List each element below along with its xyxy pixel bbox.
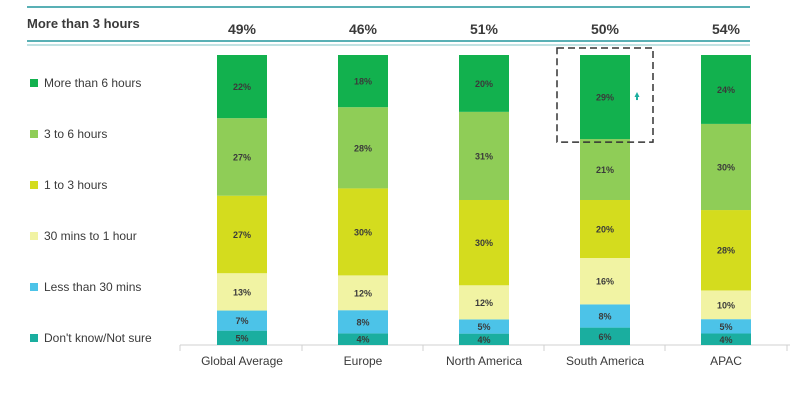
legend-label: Don't know/Not sure [44, 331, 152, 345]
data-label: 4% [719, 335, 732, 345]
data-label: 28% [354, 143, 372, 153]
data-label: 10% [717, 300, 735, 310]
legend-label: More than 6 hours [44, 76, 142, 90]
bar-segment [701, 290, 751, 320]
legend-item: Don't know/Not sure [30, 331, 152, 345]
bar-segment [459, 285, 509, 320]
data-label: 6% [598, 332, 611, 342]
bar-segment [459, 333, 509, 345]
legend-item: 1 to 3 hours [30, 178, 107, 192]
summary-value: 51% [470, 21, 499, 37]
legend-swatch [30, 181, 38, 189]
x-tick-label: North America [446, 354, 522, 368]
bar-segment [580, 327, 630, 345]
bar-segment [459, 55, 509, 112]
data-label: 21% [596, 165, 614, 175]
bar-segment [338, 188, 388, 276]
summary-row-label: More than 3 hours [27, 16, 140, 31]
bar-segment [701, 55, 751, 124]
data-label: 8% [356, 317, 369, 327]
bar-segment [459, 200, 509, 286]
summary-value: 50% [591, 21, 620, 37]
bar-segment [701, 123, 751, 211]
bar-segment [459, 319, 509, 334]
bar-segment [701, 210, 751, 291]
x-tick-label: Europe [344, 354, 383, 368]
summary-value: 46% [349, 21, 378, 37]
bar-segment [338, 107, 388, 189]
bar-segment [580, 139, 630, 200]
bar-segment [580, 200, 630, 258]
data-label: 4% [356, 335, 369, 345]
bar-segment [217, 330, 267, 345]
data-label: 31% [475, 151, 493, 161]
up-arrow-icon [634, 92, 640, 98]
data-label: 27% [233, 152, 251, 162]
bar-segment [580, 304, 630, 328]
bar-segment [580, 55, 630, 140]
bar-segment [338, 55, 388, 108]
data-label: 16% [596, 277, 614, 287]
data-label: 30% [717, 162, 735, 172]
legend-swatch [30, 334, 38, 342]
data-label: 5% [719, 322, 732, 332]
data-label: 5% [477, 322, 490, 332]
data-label: 12% [475, 298, 493, 308]
legend-swatch [30, 130, 38, 138]
legend-item: 3 to 6 hours [30, 127, 107, 141]
bar-segment [217, 195, 267, 274]
bar-segment [701, 333, 751, 345]
data-label: 4% [477, 335, 490, 345]
data-label: 8% [598, 312, 611, 322]
bar-segment [338, 333, 388, 345]
data-label: 22% [233, 82, 251, 92]
legend-item: Less than 30 mins [30, 280, 141, 294]
legend-swatch [30, 232, 38, 240]
x-tick-label: South America [566, 354, 644, 368]
legend-label: 3 to 6 hours [44, 127, 108, 141]
bar-segment [338, 310, 388, 334]
data-label: 27% [233, 230, 251, 240]
data-label: 13% [233, 287, 251, 297]
data-label: 18% [354, 77, 372, 87]
legend-label: 1 to 3 hours [44, 178, 108, 192]
legend-item: More than 6 hours [30, 76, 141, 90]
data-label: 7% [235, 316, 248, 326]
bar-segment [338, 275, 388, 311]
bar-segment [701, 319, 751, 334]
bar-segment [580, 258, 630, 305]
data-label: 12% [354, 288, 372, 298]
bar-segment [217, 310, 267, 331]
legend-label: Less than 30 mins [44, 280, 142, 294]
x-tick-label: APAC [710, 354, 742, 368]
up-arrow-stem [636, 97, 638, 101]
highlight-box [556, 47, 654, 143]
data-label: 24% [717, 85, 735, 95]
bar-segment [459, 111, 509, 200]
data-label: 5% [235, 333, 248, 343]
data-label: 20% [475, 79, 493, 89]
x-tick-label: Global Average [201, 354, 283, 368]
legend-label: 30 mins to 1 hour [44, 229, 137, 243]
bar-segment [217, 55, 267, 119]
data-label: 30% [354, 227, 372, 237]
data-label: 20% [596, 225, 614, 235]
legend-item: 30 mins to 1 hour [30, 229, 137, 243]
data-label: 28% [717, 246, 735, 256]
summary-value: 49% [228, 21, 257, 37]
legend-swatch [30, 79, 38, 87]
bar-segment [217, 118, 267, 196]
data-label: 29% [596, 93, 614, 103]
bar-segment [217, 273, 267, 311]
summary-value: 54% [712, 21, 741, 37]
legend-swatch [30, 283, 38, 291]
data-label: 30% [475, 238, 493, 248]
